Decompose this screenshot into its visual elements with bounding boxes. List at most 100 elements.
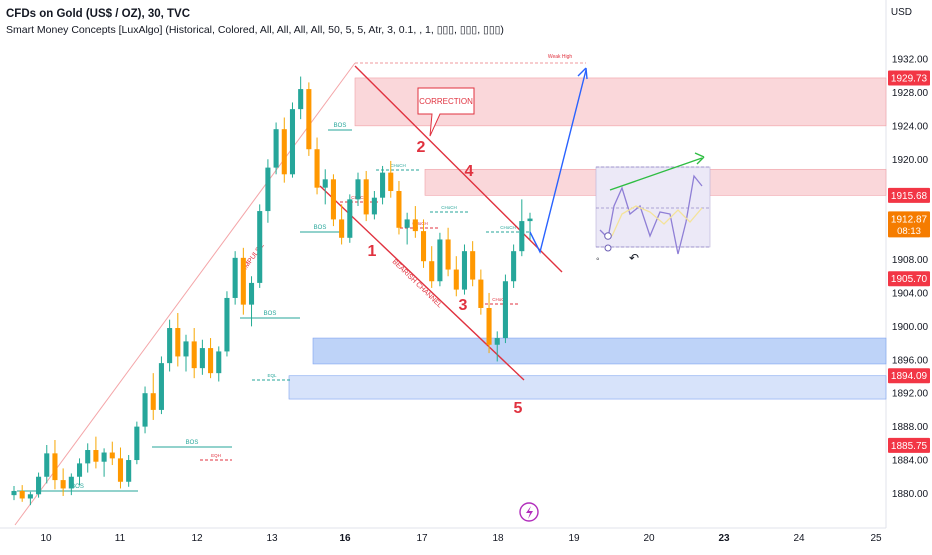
candle <box>388 160 394 198</box>
candle <box>404 212 410 245</box>
candle <box>183 334 189 372</box>
x-tick-label: 20 <box>643 533 655 544</box>
correction-label: CORRECTION <box>419 97 473 106</box>
candle-body <box>445 239 451 270</box>
y-tick-label: 1880.00 <box>892 489 929 500</box>
candle-body <box>322 179 328 188</box>
candle-body <box>175 328 181 357</box>
x-tick-label: 19 <box>568 533 580 544</box>
forecast-trend-arrowhead <box>694 152 705 165</box>
choch-1-label: CHoCH <box>390 163 406 168</box>
candle-body <box>502 281 508 339</box>
candle <box>314 137 320 195</box>
x-tick-label: 12 <box>191 533 203 544</box>
candle-body <box>371 197 377 215</box>
candle <box>330 174 336 227</box>
candle <box>478 269 484 315</box>
price-label-box <box>888 368 930 384</box>
candle-body <box>265 167 271 212</box>
candle-body <box>273 129 279 168</box>
choch-6-label: CHoCH <box>492 297 508 302</box>
candle-body <box>240 257 246 305</box>
candle <box>412 206 418 238</box>
price-label-box <box>888 437 930 453</box>
candle <box>502 274 508 344</box>
indicator-legend[interactable]: Smart Money Concepts [LuxAlgo] (Historic… <box>6 24 504 36</box>
candle <box>248 276 255 327</box>
candle-body <box>478 279 484 308</box>
candle <box>134 421 140 465</box>
candle <box>355 172 361 207</box>
x-tick-label: 10 <box>40 533 52 544</box>
candle-body <box>257 211 263 283</box>
candle <box>52 439 58 490</box>
candle <box>265 159 271 223</box>
candle <box>371 191 377 220</box>
candle-body <box>134 426 140 461</box>
bos-1-label: BOS <box>71 484 84 490</box>
choch-5-label: CHoCH <box>412 221 428 226</box>
candle <box>273 122 279 175</box>
y-tick-label: 1904.00 <box>892 288 929 299</box>
candle <box>281 117 287 183</box>
candle <box>232 251 238 305</box>
candle-body <box>11 490 17 496</box>
forecast-axis-symbol-a: ◦ <box>596 254 600 265</box>
forecast-point-a <box>604 232 612 240</box>
candle <box>511 244 517 288</box>
candle-body <box>289 109 296 175</box>
symbol-title[interactable]: CFDs on Gold (US$ / OZ), 30, TVC <box>6 8 191 20</box>
choch-3-label: CHoCH <box>500 225 516 230</box>
y-tick-label: 1888.00 <box>892 422 929 433</box>
bos-3-label: BOS <box>264 311 277 317</box>
candle-body <box>314 149 320 188</box>
candle <box>429 246 435 288</box>
candle-body <box>396 191 402 228</box>
candle-body <box>412 219 418 232</box>
candle <box>396 180 402 235</box>
bos-4-label: BOS <box>314 225 327 231</box>
candle-body <box>486 307 492 345</box>
candle <box>216 346 222 382</box>
candle <box>420 219 427 268</box>
x-tick-label: 17 <box>416 533 428 544</box>
candle <box>85 443 91 473</box>
channel-lower-line <box>319 185 525 381</box>
candle-body <box>470 251 476 280</box>
candle-body <box>36 476 42 495</box>
x-tick-label: 23 <box>718 533 730 544</box>
candle-body <box>461 251 468 290</box>
candle <box>470 241 476 287</box>
candle <box>93 436 99 469</box>
candle <box>486 292 492 354</box>
candle <box>27 491 33 506</box>
candle-body <box>527 218 533 222</box>
x-tick-label: 18 <box>492 533 504 544</box>
candle <box>142 386 148 434</box>
candle-body <box>355 179 361 200</box>
x-tick-label: 13 <box>266 533 278 544</box>
candle-body <box>191 341 197 369</box>
candle <box>339 204 345 245</box>
candle <box>453 256 459 297</box>
candle <box>363 170 369 222</box>
price-label: 1915.68 <box>891 191 928 202</box>
price-label-box <box>888 70 930 86</box>
candle-body <box>306 89 312 150</box>
projection-arrowhead <box>577 67 588 80</box>
channel-upper-line <box>354 65 563 273</box>
projection-arrow <box>529 69 587 254</box>
candle-body <box>404 219 410 228</box>
y-tick-label: 1908.00 <box>892 255 929 266</box>
candle-body <box>44 453 50 477</box>
candle-body <box>248 282 255 305</box>
wave-label-1: 1 <box>368 243 377 260</box>
wave-label-5: 5 <box>514 400 523 417</box>
candle-body <box>363 179 369 215</box>
y-tick-label: 1920.00 <box>892 155 929 166</box>
x-tick-label: 11 <box>115 533 126 544</box>
candle-body <box>19 490 25 499</box>
candle-body <box>52 453 58 481</box>
